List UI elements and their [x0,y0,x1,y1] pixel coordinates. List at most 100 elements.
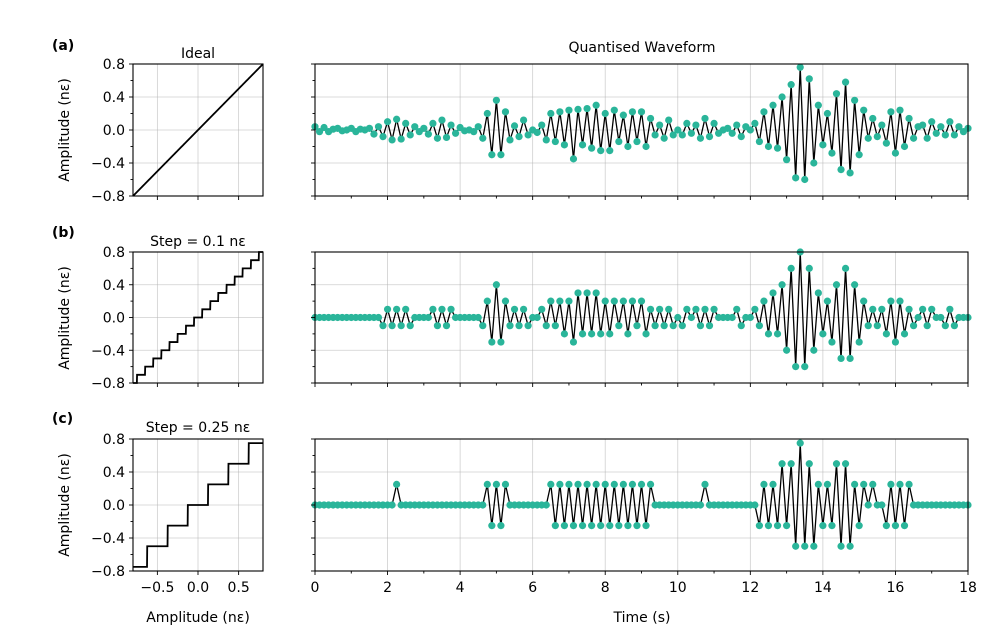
sample-point [628,480,637,488]
sample-point [955,123,963,131]
sample-point [642,522,650,530]
sample-point [773,144,782,152]
sample-point [637,108,646,116]
sample-point [760,480,768,488]
sample-point [592,480,600,488]
sample-point [583,289,591,297]
sample-point [497,522,505,530]
sample-point [470,128,478,136]
sample-point [506,136,514,144]
sample-point [773,330,782,338]
sample-point [823,297,832,305]
sample-point [710,305,718,313]
sample-point [760,108,768,116]
sample-point [869,114,877,123]
y-tick-label: 0.0 [103,311,125,327]
sample-point [828,149,836,157]
waveform-axes-a [311,63,972,200]
panel-a-waveform: Quantised Waveform [311,40,972,200]
sample-point [597,147,605,155]
sample-point [882,522,890,530]
sample-point [624,142,632,151]
sample-point [701,114,709,123]
sample-point [624,522,632,530]
step-b-axes: 0.8 0.4 0.0 −0.4 −0.8 [91,245,264,392]
x-tick-label: −0.5 [140,580,174,596]
sample-point [588,522,596,530]
sample-point [533,128,541,137]
sample-point [556,480,564,488]
sample-point [860,297,868,305]
sample-point [601,109,609,118]
sample-point [542,136,550,144]
sample-point [556,108,564,116]
sample-point [656,305,664,313]
sample-point [542,322,550,330]
sample-point [588,330,596,338]
sample-point [633,137,641,146]
sample-point [728,313,736,322]
sample-point [574,105,582,113]
sample-point [379,322,387,330]
sample-point [606,330,614,338]
sample-point [633,522,641,530]
sample-point [764,142,773,151]
sample-point [687,129,695,137]
sample-point [492,96,500,104]
sample-point [479,322,487,330]
sample-point [900,522,909,530]
sample-point [569,522,578,530]
sample-point [438,116,446,124]
sample-point [660,322,668,330]
staircase-curve [133,251,263,384]
sample-point [565,297,573,305]
sample-point [542,501,550,509]
sample-point [851,96,859,104]
sample-point [946,118,954,126]
sample-point [393,305,401,313]
x-tick-label: 0.0 [187,580,209,596]
y-tick-label: −0.4 [91,343,125,359]
sample-point [606,522,614,530]
sample-point [805,460,813,468]
sample-point [841,460,850,468]
sample-point [891,522,900,530]
sample-point [510,305,519,313]
sample-point [928,118,936,126]
sample-point [547,297,555,305]
x-tick-label: 16 [887,580,905,596]
sample-point [855,522,863,530]
y-tick-label: 0.4 [103,278,125,294]
x-tick-label: 0.5 [227,580,249,596]
sample-point [646,480,655,488]
sample-point [873,133,881,141]
sample-point [474,313,482,322]
x-tick-label: 4 [456,580,465,596]
x-tick-label: 12 [741,580,759,596]
sample-point [919,121,927,129]
sample-point [574,289,582,297]
sample-point [583,104,591,113]
sample-point [855,151,863,159]
y-tick-label: −0.8 [91,189,125,205]
sample-point [733,305,741,313]
sample-point [683,305,691,313]
sample-point [488,338,496,346]
sample-point [646,305,655,313]
sample-point [841,264,850,272]
sample-point [669,131,677,139]
step-c-axes: 0.8 0.4 0.0 −0.4 −0.8 −0.5 0.0 0.5 [91,432,264,596]
panel-label-c: (c) [52,411,73,427]
sample-point [383,118,392,126]
sample-point [560,522,569,530]
sample-point [565,106,573,114]
waveform-axes-b [311,248,972,387]
sample-point [805,264,813,272]
sample-point [810,542,818,550]
x-tick-label: 10 [669,580,687,596]
time-axis-label: Time (s) [613,610,671,626]
sample-point [905,305,913,313]
sample-point [583,480,591,488]
sample-point [783,522,791,530]
